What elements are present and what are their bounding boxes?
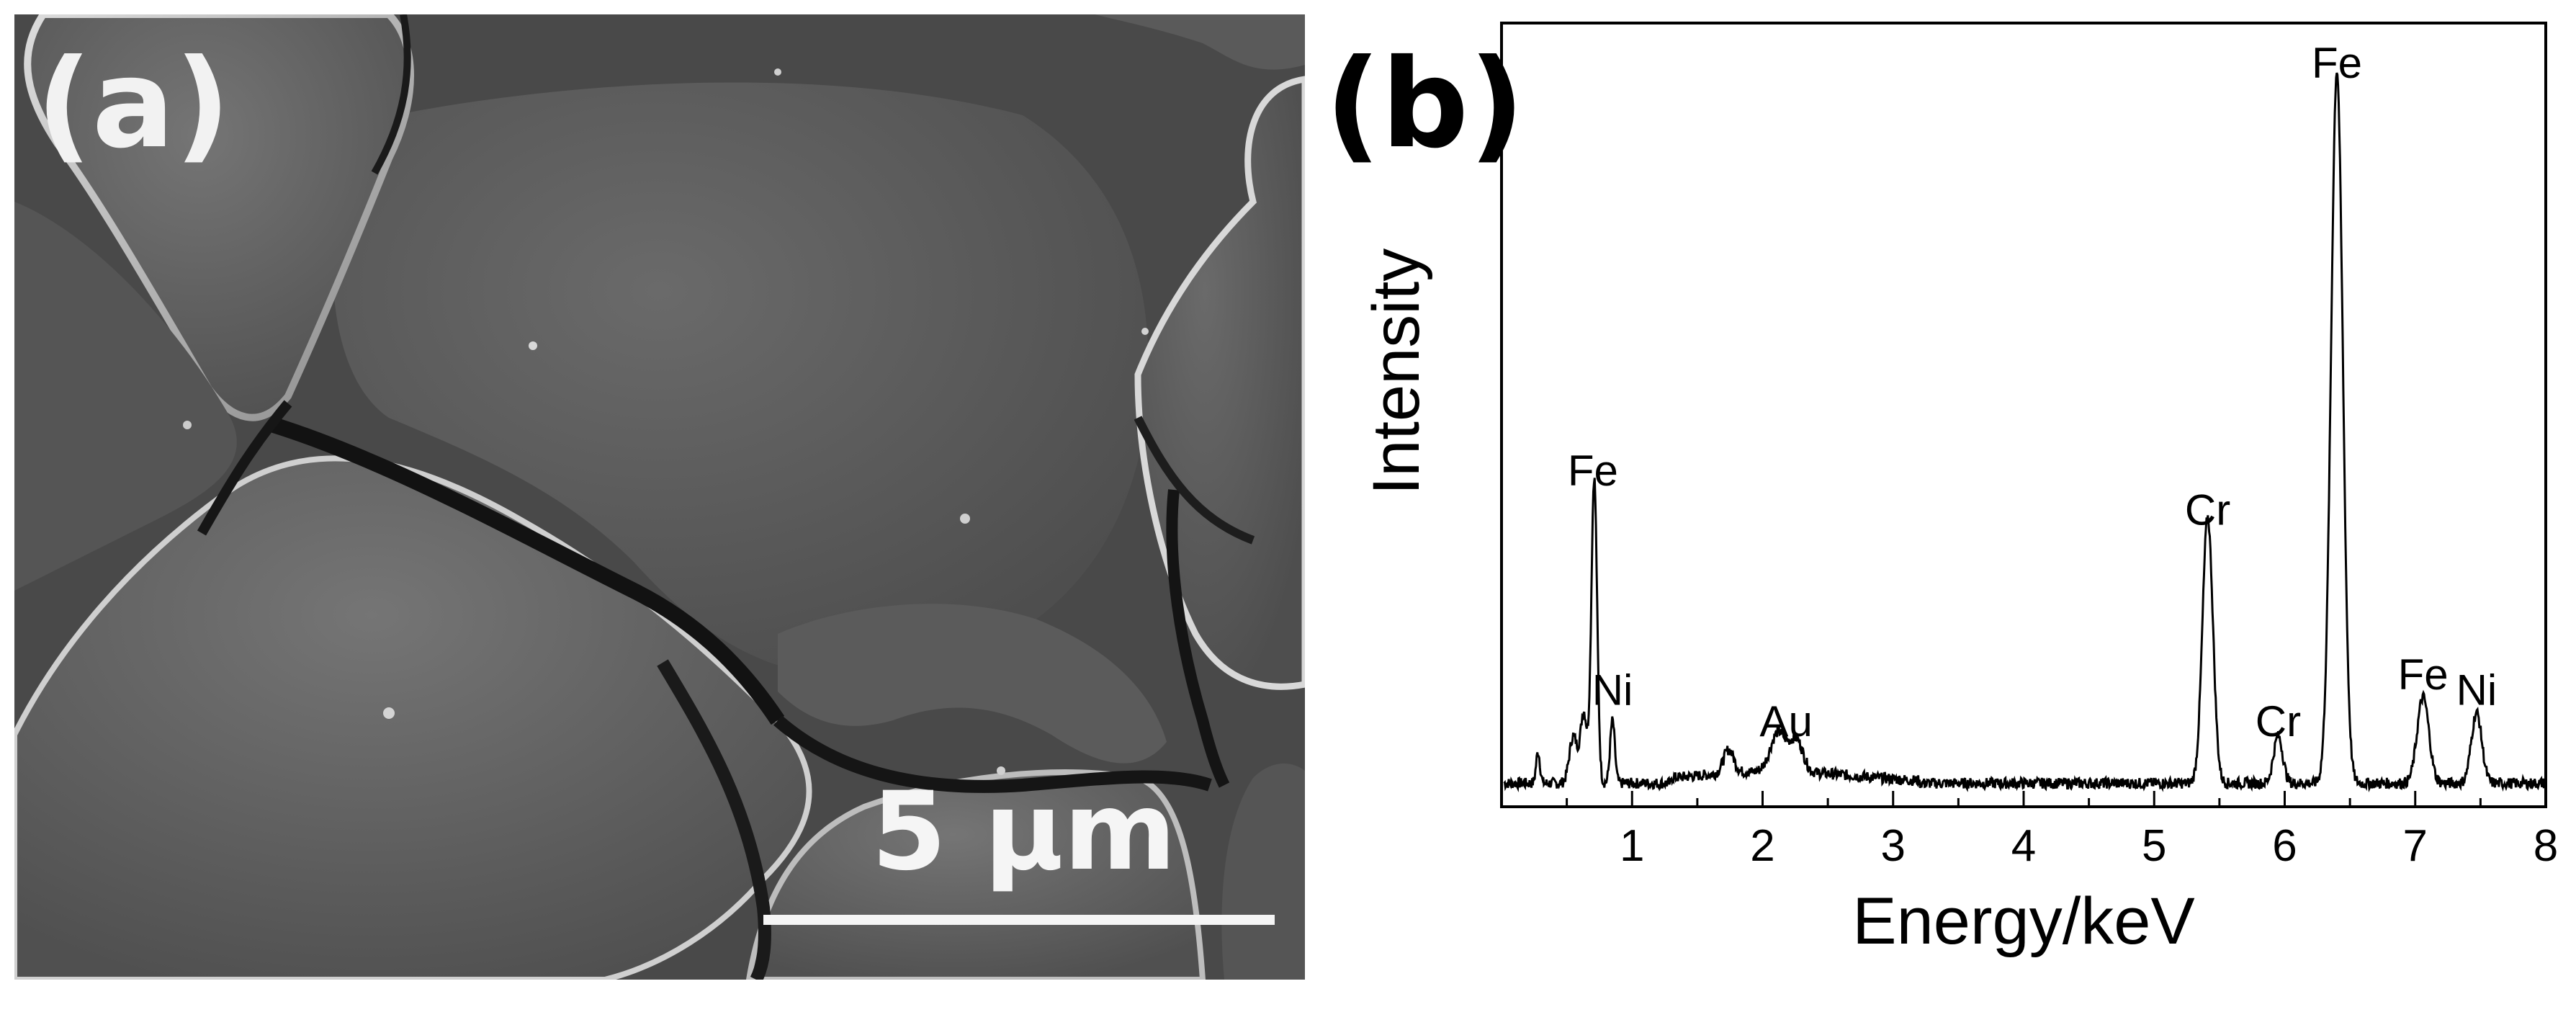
x-tick-label: 7 <box>2403 821 2428 871</box>
sem-micrograph: 5 μm <box>14 14 1305 980</box>
scale-bar-label: 5 μm <box>871 769 1177 895</box>
x-tick-label: 6 <box>2272 821 2297 871</box>
chart-axes <box>1500 22 2547 808</box>
panel-b-label: (b) <box>1325 33 1525 176</box>
peak-label: Cr <box>2256 697 2301 746</box>
panel-a-label: (a) <box>36 33 231 176</box>
x-tick-label: 2 <box>1750 821 1774 871</box>
sem-grain-image <box>14 14 1305 980</box>
x-tick-group: 1 2 3 4 5 6 7 8 <box>1500 791 2558 871</box>
x-tick-label: 3 <box>1881 821 1906 871</box>
peak-label: Cr <box>2185 485 2230 534</box>
peak-label: Au <box>1759 697 1812 746</box>
peak-label: Fe <box>2398 650 2449 699</box>
x-axis-title: Energy/keV <box>1852 885 2195 958</box>
peak-label: Fe <box>1568 447 1618 495</box>
x-tick-label: 5 <box>2142 821 2166 871</box>
x-tick-label: 1 <box>1620 821 1644 871</box>
y-axis-title: Intensity <box>1360 249 1433 496</box>
spectrum-series-line <box>1503 72 2547 793</box>
x-tick-label: 8 <box>2534 821 2558 871</box>
scale-bar <box>763 915 1275 925</box>
peak-label: Ni <box>1592 666 1633 715</box>
x-tick-label: 4 <box>2011 821 2036 871</box>
plot-frame <box>1500 22 2547 808</box>
peak-label: Fe <box>2312 39 2362 87</box>
peak-label: Ni <box>2456 666 2498 715</box>
